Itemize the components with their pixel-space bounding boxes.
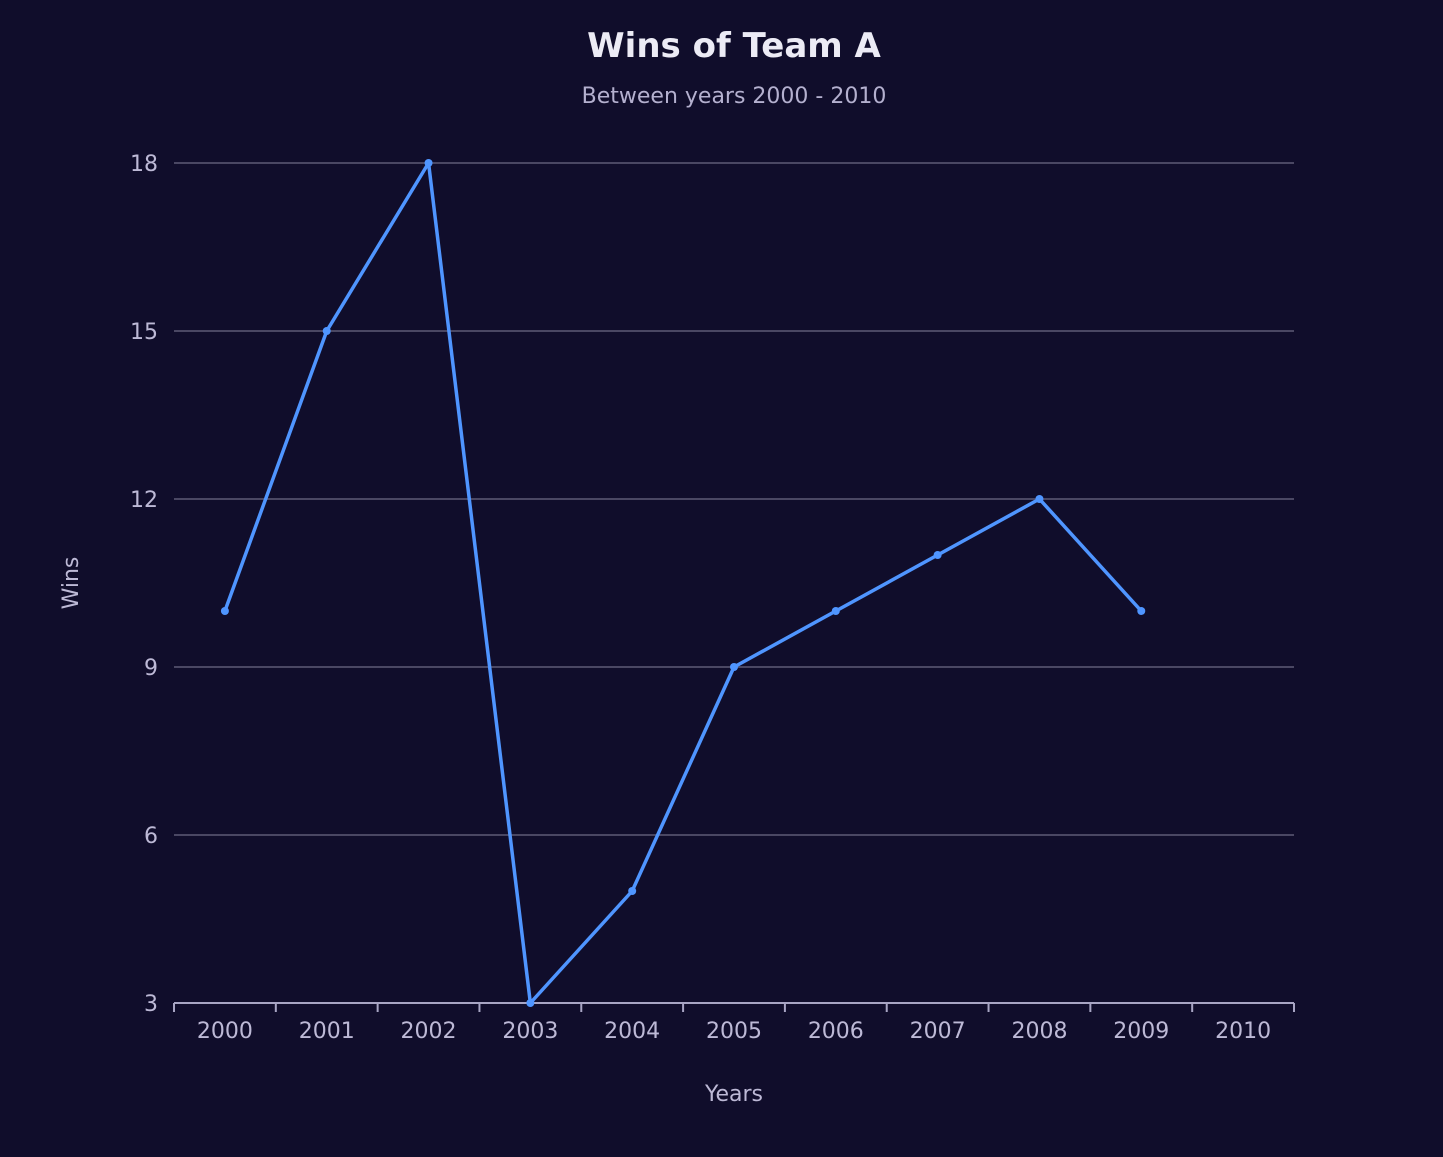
series-group bbox=[220, 159, 1146, 1007]
y-tick-label: 18 bbox=[130, 152, 158, 177]
gridlines bbox=[174, 162, 1294, 836]
x-tick-label: 2006 bbox=[808, 1019, 864, 1044]
y-tick-label: 12 bbox=[130, 488, 158, 513]
data-point bbox=[1035, 495, 1044, 503]
y-tick-label: 3 bbox=[144, 992, 158, 1017]
data-point bbox=[831, 607, 840, 615]
x-tick-label: 2004 bbox=[604, 1019, 660, 1044]
data-point bbox=[730, 663, 738, 671]
x-tick-label: 2007 bbox=[910, 1019, 966, 1044]
data-point bbox=[220, 607, 229, 615]
y-tick-label: 9 bbox=[144, 656, 158, 681]
y-axis-title: Wins bbox=[59, 557, 84, 610]
x-tick-label: 2000 bbox=[197, 1019, 253, 1044]
data-point bbox=[424, 159, 433, 167]
x-tick-label: 2009 bbox=[1113, 1019, 1169, 1044]
data-point bbox=[526, 999, 535, 1007]
x-tick-label: 2002 bbox=[401, 1019, 457, 1044]
x-tick-label: 2010 bbox=[1215, 1019, 1271, 1044]
x-tick-label: 2008 bbox=[1011, 1019, 1067, 1044]
data-point bbox=[1137, 607, 1146, 615]
data-point bbox=[628, 887, 637, 895]
chart-subtitle: Between years 2000 - 2010 bbox=[582, 84, 887, 109]
x-axis-title: Years bbox=[704, 1082, 763, 1107]
data-point bbox=[933, 551, 942, 559]
x-tick-label: 2001 bbox=[299, 1019, 355, 1044]
x-tick-label: 2003 bbox=[502, 1019, 558, 1044]
chart-title: Wins of Team A bbox=[587, 26, 881, 66]
y-axis: 3 6 9 12 15 18 bbox=[130, 152, 158, 1017]
y-tick-label: 15 bbox=[130, 320, 158, 345]
data-point bbox=[322, 327, 331, 335]
series-line bbox=[223, 161, 1144, 1005]
x-axis: 2000 2001 2002 2003 2004 2005 2006 2007 2008 2009… bbox=[173, 1002, 1295, 1044]
x-tick-label: 2005 bbox=[706, 1019, 762, 1044]
y-tick-label: 6 bbox=[144, 824, 158, 849]
